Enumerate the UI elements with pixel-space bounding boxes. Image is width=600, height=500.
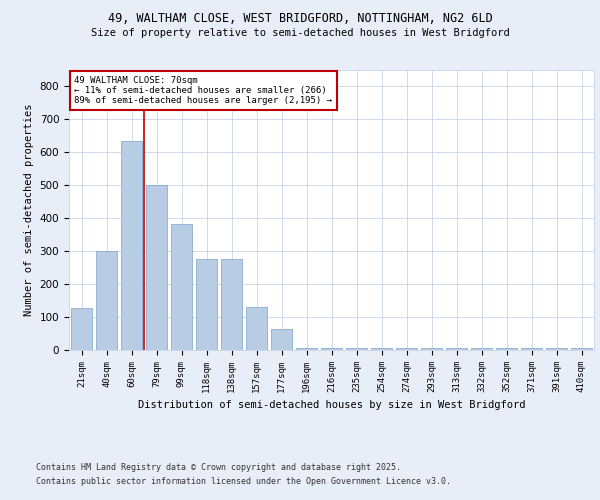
Text: Contains HM Land Registry data © Crown copyright and database right 2025.: Contains HM Land Registry data © Crown c… xyxy=(36,464,401,472)
Bar xyxy=(221,260,242,350)
Bar xyxy=(346,348,367,350)
Bar xyxy=(421,348,442,350)
Bar xyxy=(446,348,467,350)
Bar xyxy=(196,260,217,350)
Bar xyxy=(371,348,392,350)
Bar xyxy=(246,307,267,350)
Bar xyxy=(296,348,317,350)
Bar xyxy=(496,348,517,350)
Bar xyxy=(321,348,342,350)
Text: 49 WALTHAM CLOSE: 70sqm
← 11% of semi-detached houses are smaller (266)
89% of s: 49 WALTHAM CLOSE: 70sqm ← 11% of semi-de… xyxy=(74,76,332,106)
Bar xyxy=(396,348,417,350)
Bar xyxy=(171,224,192,350)
X-axis label: Distribution of semi-detached houses by size in West Bridgford: Distribution of semi-detached houses by … xyxy=(138,400,525,410)
Y-axis label: Number of semi-detached properties: Number of semi-detached properties xyxy=(24,104,34,316)
Bar xyxy=(271,328,292,350)
Text: 49, WALTHAM CLOSE, WEST BRIDGFORD, NOTTINGHAM, NG2 6LD: 49, WALTHAM CLOSE, WEST BRIDGFORD, NOTTI… xyxy=(107,12,493,26)
Bar xyxy=(571,348,592,350)
Text: Contains public sector information licensed under the Open Government Licence v3: Contains public sector information licen… xyxy=(36,477,451,486)
Bar xyxy=(71,308,92,350)
Bar xyxy=(546,348,567,350)
Text: Size of property relative to semi-detached houses in West Bridgford: Size of property relative to semi-detach… xyxy=(91,28,509,38)
Bar xyxy=(521,348,542,350)
Bar xyxy=(121,141,142,350)
Bar xyxy=(146,186,167,350)
Bar xyxy=(96,251,117,350)
Bar xyxy=(471,348,492,350)
